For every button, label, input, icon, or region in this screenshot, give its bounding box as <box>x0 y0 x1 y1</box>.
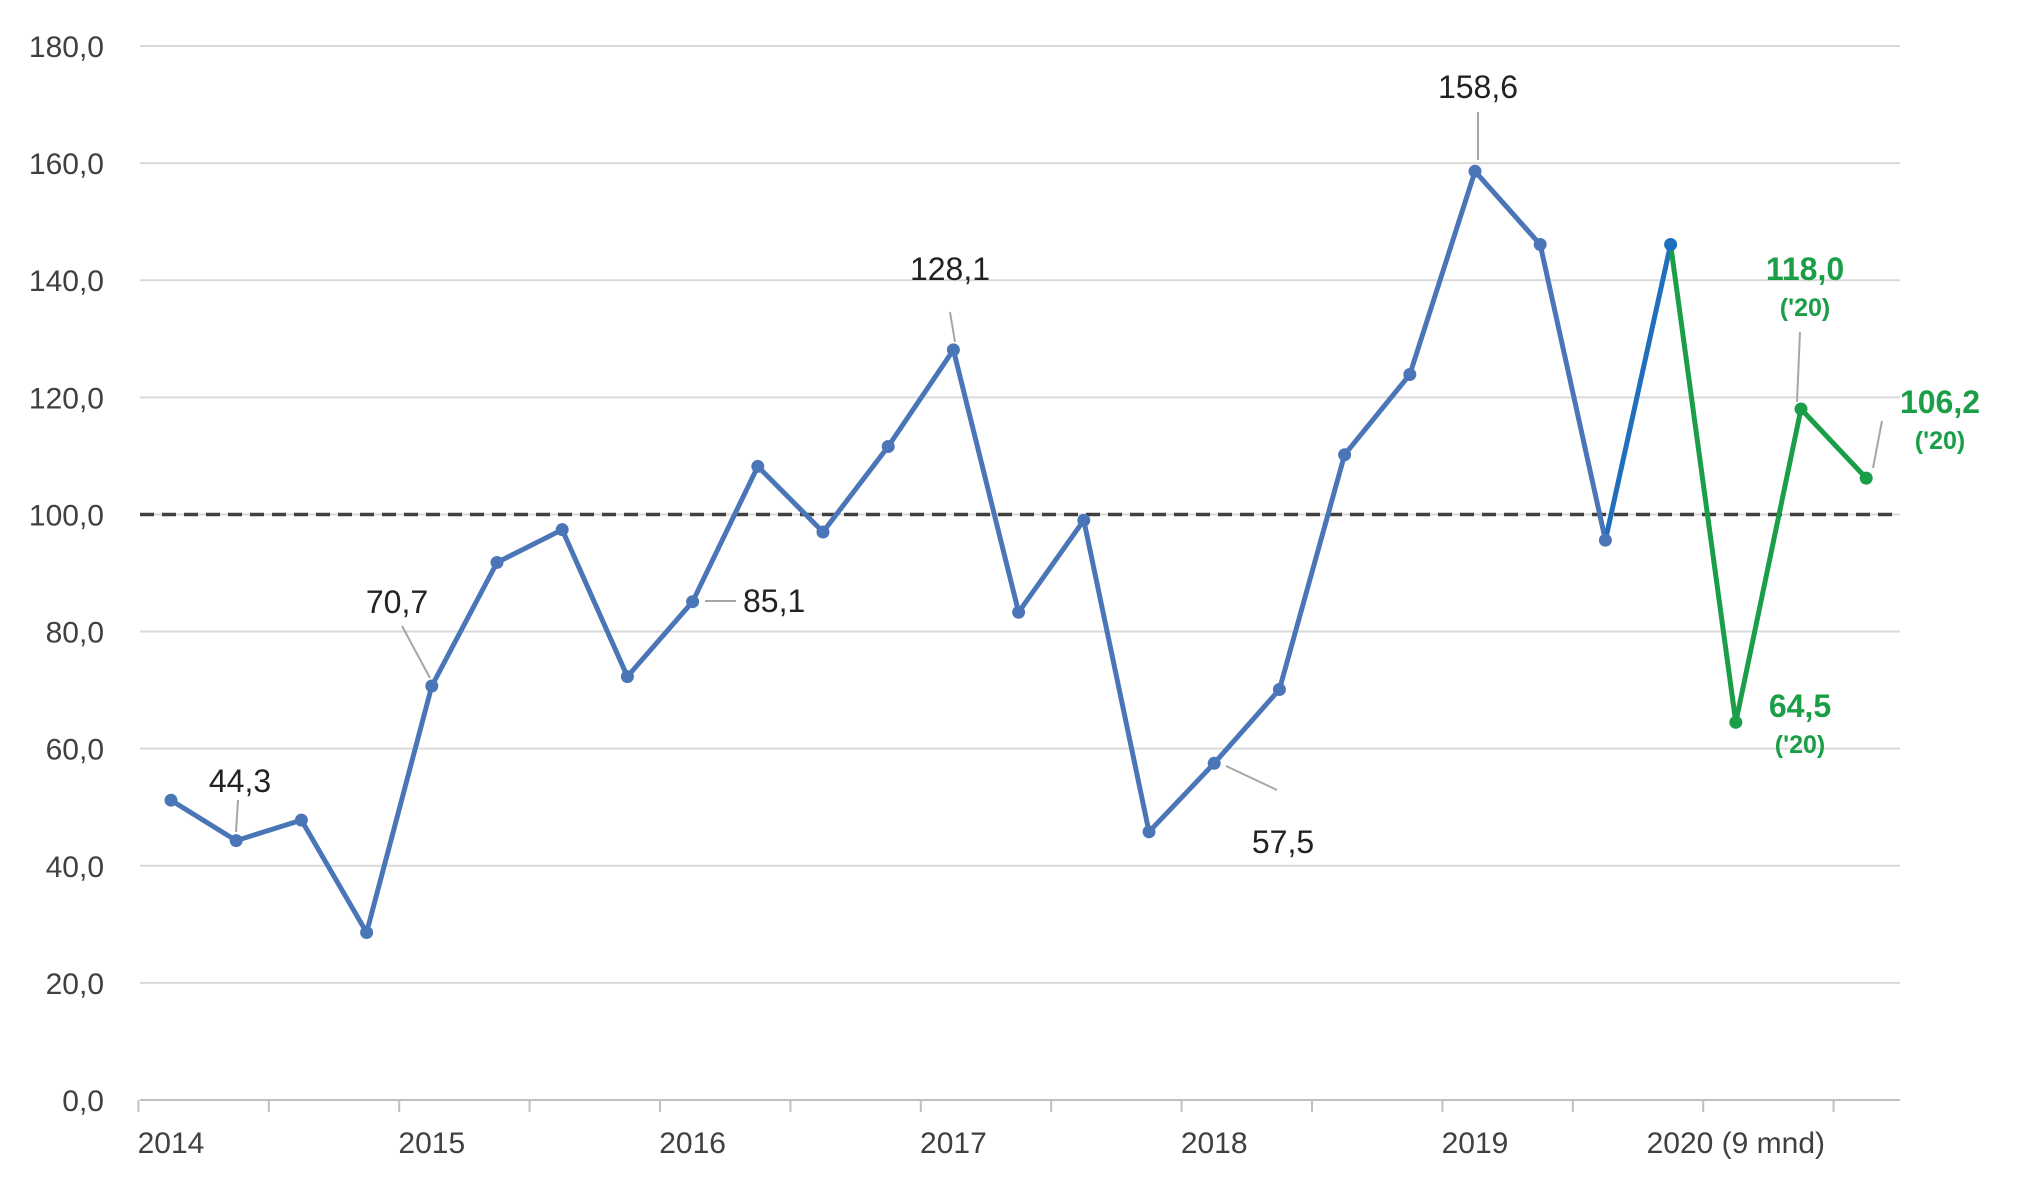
data-label: 85,1 <box>743 583 805 619</box>
x-tick-label: 2015 <box>398 1127 465 1160</box>
data-annotations: 44,3 70,7 85,1 128,1 57,5 158,6 118,0 ('20) 64,5… <box>209 69 1980 860</box>
data-point <box>1664 238 1678 252</box>
x-tick-label: 2017 <box>920 1127 987 1160</box>
y-tick-label: 140,0 <box>29 265 104 298</box>
series-line-1 <box>1602 243 1674 541</box>
x-axis: 2014 2015 2016 2017 2018 2019 2020 (9 mnd) <box>137 1099 1900 1160</box>
y-tick-label: 20,0 <box>46 968 104 1001</box>
data-point <box>1142 825 1156 839</box>
data-label-sub: ('20) <box>1915 427 1965 455</box>
data-point <box>164 793 178 807</box>
annotation-leader <box>1872 420 1883 469</box>
data-label: 106,2 <box>1900 384 1980 420</box>
data-label: 57,5 <box>1252 824 1314 860</box>
series-lines <box>169 168 1869 935</box>
x-tick-label: 2014 <box>138 1127 205 1160</box>
data-point <box>751 459 765 473</box>
data-point <box>1598 533 1612 547</box>
data-point <box>360 926 374 940</box>
annotation-leader <box>949 311 956 343</box>
data-point <box>229 834 243 848</box>
data-point <box>1859 471 1873 485</box>
data-label: 158,6 <box>1438 69 1518 105</box>
data-point <box>881 440 895 454</box>
data-point <box>555 523 569 537</box>
data-point <box>1338 448 1352 462</box>
y-tick-label: 180,0 <box>29 31 104 64</box>
data-label: 64,5 <box>1769 688 1831 724</box>
data-point <box>620 670 634 684</box>
data-point <box>1794 402 1808 416</box>
y-tick-label: 40,0 <box>46 851 104 884</box>
data-point <box>1468 164 1482 178</box>
data-label: 70,7 <box>366 584 428 620</box>
data-point <box>946 343 960 357</box>
data-point <box>816 525 830 539</box>
data-label: 118,0 <box>1766 251 1844 287</box>
y-tick-label: 100,0 <box>29 499 104 532</box>
y-tick-label: 60,0 <box>46 734 104 767</box>
x-tick-label: 2019 <box>1442 1127 1509 1160</box>
data-points <box>164 164 1873 940</box>
x-tick-label: 2016 <box>659 1127 726 1160</box>
data-point <box>1077 513 1091 527</box>
x-tick-label: 2020 (9 mnd) <box>1647 1127 1825 1160</box>
y-tick-label: 160,0 <box>29 148 104 181</box>
data-point <box>425 679 439 693</box>
data-label: 128,1 <box>910 251 990 287</box>
data-point <box>1272 683 1286 697</box>
data-point <box>686 595 700 609</box>
annotation-leader <box>235 799 239 833</box>
data-point <box>294 813 308 827</box>
annotation-leader <box>1796 331 1801 403</box>
data-point <box>1012 605 1026 619</box>
series-line-2 <box>1668 244 1869 725</box>
x-tick-label: 2018 <box>1181 1127 1248 1160</box>
data-label: 44,3 <box>209 763 271 799</box>
y-tick-label: 0,0 <box>62 1085 104 1118</box>
y-axis-tick-labels: 0,0 20,0 40,0 60,0 80,0 100,0 120,0 140,0 160,0 1… <box>29 31 104 1118</box>
data-point <box>1403 367 1417 381</box>
y-tick-label: 80,0 <box>46 617 104 650</box>
series-line-0 <box>169 168 1608 935</box>
annotation-leader <box>1225 765 1278 791</box>
y-tick-label: 120,0 <box>29 382 104 415</box>
data-label-sub: ('20) <box>1780 294 1830 322</box>
data-point <box>1207 756 1221 770</box>
data-label-sub: ('20) <box>1775 731 1825 759</box>
data-point <box>1533 238 1547 252</box>
annotation-leader <box>401 625 431 679</box>
data-point <box>490 555 504 569</box>
data-point <box>1729 715 1743 729</box>
